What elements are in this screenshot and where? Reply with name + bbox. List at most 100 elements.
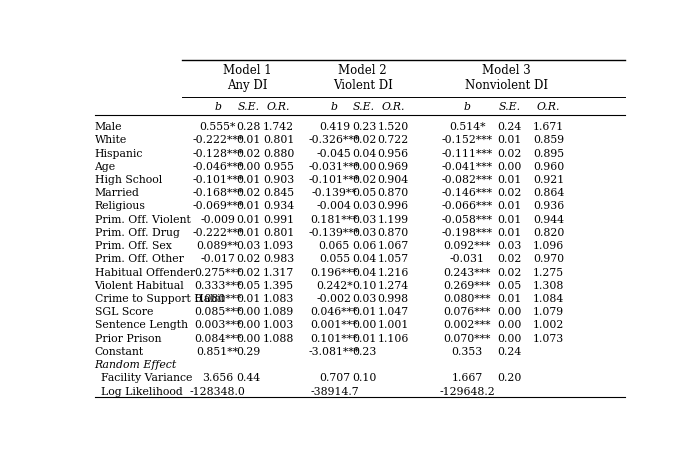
Text: 0.936: 0.936 bbox=[533, 202, 564, 212]
Text: -0.041***: -0.041*** bbox=[442, 162, 493, 172]
Text: S.E.: S.E. bbox=[237, 101, 260, 112]
Text: 1.274: 1.274 bbox=[377, 281, 409, 291]
Text: O.R.: O.R. bbox=[267, 101, 290, 112]
Text: 1.067: 1.067 bbox=[377, 241, 409, 251]
Text: 0.04: 0.04 bbox=[352, 149, 377, 159]
Text: O.R.: O.R. bbox=[537, 101, 561, 112]
Text: 0.080***: 0.080*** bbox=[194, 294, 241, 304]
Text: 1.216: 1.216 bbox=[377, 268, 409, 278]
Text: 0.181***: 0.181*** bbox=[311, 215, 358, 225]
Text: 0.00: 0.00 bbox=[498, 333, 522, 344]
Text: Religious: Religious bbox=[94, 202, 146, 212]
Text: High School: High School bbox=[94, 175, 162, 185]
Text: 0.00: 0.00 bbox=[352, 320, 377, 330]
Text: 0.05: 0.05 bbox=[498, 281, 522, 291]
Text: 0.05: 0.05 bbox=[352, 188, 377, 198]
Text: Log Likelihood: Log Likelihood bbox=[101, 386, 183, 396]
Text: 0.00: 0.00 bbox=[237, 162, 261, 172]
Text: 0.03: 0.03 bbox=[498, 241, 522, 251]
Text: 1.096: 1.096 bbox=[533, 241, 564, 251]
Text: Habitual Offender: Habitual Offender bbox=[94, 268, 195, 278]
Text: -0.111***: -0.111*** bbox=[442, 149, 493, 159]
Text: Sentence Length: Sentence Length bbox=[94, 320, 188, 330]
Text: 0.003***: 0.003*** bbox=[194, 320, 241, 330]
Text: 0.845: 0.845 bbox=[263, 188, 294, 198]
Text: 0.196***: 0.196*** bbox=[311, 268, 358, 278]
Text: 0.514*: 0.514* bbox=[449, 122, 486, 132]
Text: 0.02: 0.02 bbox=[498, 149, 522, 159]
Text: 1.088: 1.088 bbox=[262, 333, 294, 344]
Text: 0.085***: 0.085*** bbox=[194, 307, 241, 317]
Text: 0.20: 0.20 bbox=[498, 373, 522, 383]
Text: 0.055: 0.055 bbox=[318, 254, 350, 264]
Text: b: b bbox=[331, 101, 338, 112]
Text: S.E.: S.E. bbox=[498, 101, 521, 112]
Text: 0.00: 0.00 bbox=[498, 307, 522, 317]
Text: 1.083: 1.083 bbox=[262, 294, 294, 304]
Text: 1.079: 1.079 bbox=[533, 307, 564, 317]
Text: 1.106: 1.106 bbox=[377, 333, 409, 344]
Text: -0.045: -0.045 bbox=[317, 149, 351, 159]
Text: -0.002: -0.002 bbox=[317, 294, 352, 304]
Text: 0.23: 0.23 bbox=[352, 347, 377, 357]
Text: 0.01: 0.01 bbox=[237, 294, 261, 304]
Text: 0.01: 0.01 bbox=[498, 135, 522, 145]
Text: 0.01: 0.01 bbox=[352, 307, 377, 317]
Text: 0.04: 0.04 bbox=[352, 268, 377, 278]
Text: 0.353: 0.353 bbox=[452, 347, 483, 357]
Text: -0.222***: -0.222*** bbox=[192, 135, 244, 145]
Text: -0.017: -0.017 bbox=[200, 254, 235, 264]
Text: 0.01: 0.01 bbox=[237, 215, 261, 225]
Text: 0.070***: 0.070*** bbox=[444, 333, 491, 344]
Text: 0.00: 0.00 bbox=[237, 307, 261, 317]
Text: 0.707: 0.707 bbox=[318, 373, 350, 383]
Text: -129648.2: -129648.2 bbox=[440, 386, 495, 396]
Text: 0.983: 0.983 bbox=[262, 254, 294, 264]
Text: 1.073: 1.073 bbox=[533, 333, 564, 344]
Text: 1.002: 1.002 bbox=[533, 320, 564, 330]
Text: 0.870: 0.870 bbox=[377, 188, 409, 198]
Text: -0.031***: -0.031*** bbox=[309, 162, 360, 172]
Text: 0.859: 0.859 bbox=[533, 135, 564, 145]
Text: b: b bbox=[463, 101, 470, 112]
Text: SGL Score: SGL Score bbox=[94, 307, 153, 317]
Text: 0.01: 0.01 bbox=[237, 202, 261, 212]
Text: 0.934: 0.934 bbox=[263, 202, 294, 212]
Text: -0.004: -0.004 bbox=[317, 202, 352, 212]
Text: 0.801: 0.801 bbox=[262, 135, 294, 145]
Text: -0.101***: -0.101*** bbox=[192, 175, 244, 185]
Text: 0.03: 0.03 bbox=[237, 241, 261, 251]
Text: 1.395: 1.395 bbox=[263, 281, 294, 291]
Text: 0.24: 0.24 bbox=[498, 347, 522, 357]
Text: Prior Prison: Prior Prison bbox=[94, 333, 161, 344]
Text: -0.222***: -0.222*** bbox=[192, 228, 244, 238]
Text: -0.139***: -0.139*** bbox=[309, 228, 360, 238]
Text: b: b bbox=[214, 101, 221, 112]
Text: 0.242*: 0.242* bbox=[316, 281, 353, 291]
Text: White: White bbox=[94, 135, 127, 145]
Text: 0.44: 0.44 bbox=[237, 373, 260, 383]
Text: Constant: Constant bbox=[94, 347, 144, 357]
Text: 0.01: 0.01 bbox=[237, 175, 261, 185]
Text: -0.152***: -0.152*** bbox=[442, 135, 493, 145]
Text: S.E.: S.E. bbox=[353, 101, 375, 112]
Text: Hispanic: Hispanic bbox=[94, 149, 143, 159]
Text: 0.956: 0.956 bbox=[377, 149, 409, 159]
Text: 0.06: 0.06 bbox=[352, 241, 377, 251]
Text: 0.00: 0.00 bbox=[237, 320, 261, 330]
Text: 1.047: 1.047 bbox=[377, 307, 409, 317]
Text: 1.057: 1.057 bbox=[377, 254, 409, 264]
Text: Model 1: Model 1 bbox=[223, 63, 272, 77]
Text: Crime to Support Habit: Crime to Support Habit bbox=[94, 294, 225, 304]
Text: -0.139**: -0.139** bbox=[312, 188, 357, 198]
Text: 0.820: 0.820 bbox=[533, 228, 564, 238]
Text: Married: Married bbox=[94, 188, 139, 198]
Text: -0.069***: -0.069*** bbox=[193, 202, 243, 212]
Text: 0.02: 0.02 bbox=[237, 268, 261, 278]
Text: Male: Male bbox=[94, 122, 122, 132]
Text: 0.00: 0.00 bbox=[498, 162, 522, 172]
Text: 0.243***: 0.243*** bbox=[444, 268, 491, 278]
Text: 1.742: 1.742 bbox=[263, 122, 294, 132]
Text: Any DI: Any DI bbox=[227, 79, 267, 92]
Text: 1.308: 1.308 bbox=[533, 281, 564, 291]
